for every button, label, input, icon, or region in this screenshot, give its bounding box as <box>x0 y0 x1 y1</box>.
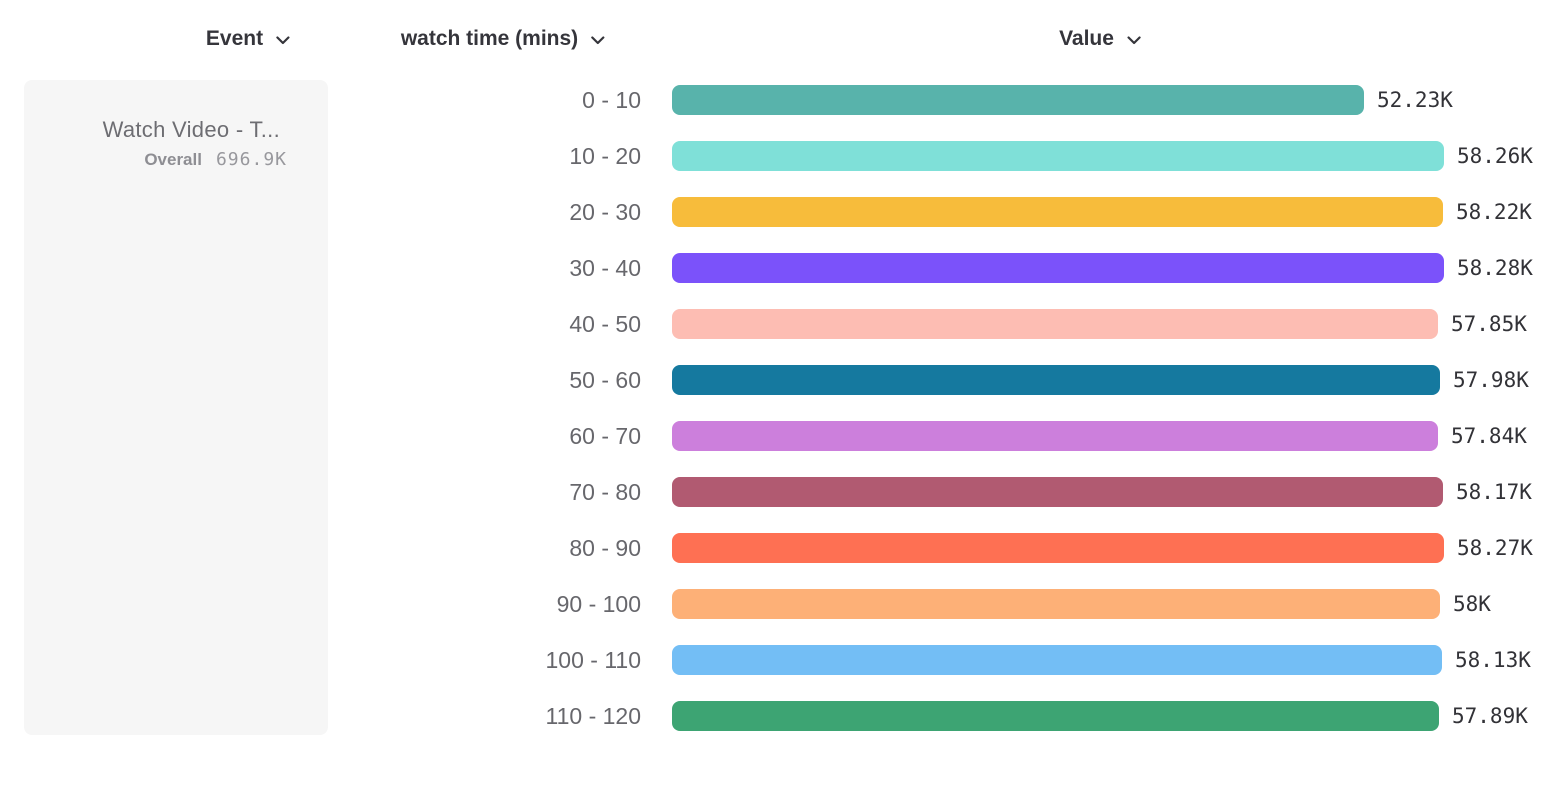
breakdown-column-header[interactable]: watch time (mins) <box>401 27 605 51</box>
chart-row: 40 - 50 57.85K <box>0 296 1568 352</box>
value-bar[interactable] <box>672 701 1439 731</box>
bucket-label: 100 - 110 <box>545 646 641 673</box>
value-label: 57.89K <box>1452 704 1528 728</box>
value-label: 58.13K <box>1455 648 1531 672</box>
chart-row: 30 - 40 58.28K <box>0 240 1568 296</box>
value-bar[interactable] <box>672 141 1444 171</box>
value-label: 58.26K <box>1457 144 1533 168</box>
value-label: 52.23K <box>1377 88 1453 112</box>
event-overall-stats: Overall 696.9K <box>24 149 328 170</box>
value-bar[interactable] <box>672 421 1438 451</box>
event-title: Watch Video - T... <box>102 117 280 142</box>
value-bar[interactable] <box>672 309 1438 339</box>
value-bar[interactable] <box>672 253 1444 283</box>
value-label: 58.17K <box>1456 480 1532 504</box>
overall-label: Overall <box>144 150 202 169</box>
chart-row: 100 - 110 58.13K <box>0 632 1568 688</box>
value-label: 57.98K <box>1453 368 1529 392</box>
value-bar[interactable] <box>672 477 1443 507</box>
value-column-header[interactable]: Value <box>1059 27 1141 51</box>
value-label: 58.28K <box>1457 256 1533 280</box>
value-label: 58K <box>1453 592 1491 616</box>
chart-row: 80 - 90 58.27K <box>0 520 1568 576</box>
event-column-label: Event <box>205 27 264 50</box>
chart-row: 60 - 70 57.84K <box>0 408 1568 464</box>
value-label: 57.84K <box>1451 424 1527 448</box>
value-label: 58.27K <box>1457 536 1533 560</box>
value-bar[interactable] <box>672 197 1443 227</box>
bucket-label: 90 - 100 <box>556 590 641 617</box>
bucket-label: 70 - 80 <box>569 478 641 505</box>
chevron-down-icon <box>1127 33 1141 45</box>
chart-row: 110 - 120 57.89K <box>0 688 1568 744</box>
chart-row: 10 - 20 58.26K <box>0 128 1568 184</box>
bucket-label: 80 - 90 <box>569 534 641 561</box>
value-bar[interactable] <box>672 589 1440 619</box>
bucket-label: 110 - 120 <box>545 702 641 729</box>
value-bar[interactable] <box>672 85 1364 115</box>
bucket-label: 0 - 10 <box>582 86 641 113</box>
value-bar[interactable] <box>672 533 1444 563</box>
event-column-header[interactable]: Event <box>206 27 290 51</box>
chevron-down-icon <box>591 33 605 45</box>
bar-chart: 0 - 10 52.23K 10 - 20 58.26K 20 - 30 58.… <box>0 72 1568 744</box>
event-card[interactable]: Watch Video - T... Overall 696.9K <box>24 80 328 735</box>
overall-value: 696.9K <box>215 149 287 170</box>
bucket-label: 20 - 30 <box>569 198 641 225</box>
bucket-label: 10 - 20 <box>569 142 641 169</box>
chart-row: 70 - 80 58.17K <box>0 464 1568 520</box>
bucket-label: 60 - 70 <box>569 422 641 449</box>
bucket-label: 30 - 40 <box>569 254 641 281</box>
chart-row: 90 - 100 58K <box>0 576 1568 632</box>
value-label: 58.22K <box>1456 200 1532 224</box>
value-column-label: Value <box>1059 27 1114 50</box>
bucket-label: 50 - 60 <box>569 366 641 393</box>
value-bar[interactable] <box>672 645 1442 675</box>
breakdown-column-label: watch time (mins) <box>400 27 579 50</box>
chart-row: 20 - 30 58.22K <box>0 184 1568 240</box>
value-label: 57.85K <box>1451 312 1527 336</box>
chart-row: 50 - 60 57.98K <box>0 352 1568 408</box>
chevron-down-icon <box>276 33 290 45</box>
chart-row: 0 - 10 52.23K <box>0 72 1568 128</box>
value-bar[interactable] <box>672 365 1440 395</box>
bucket-label: 40 - 50 <box>569 310 641 337</box>
